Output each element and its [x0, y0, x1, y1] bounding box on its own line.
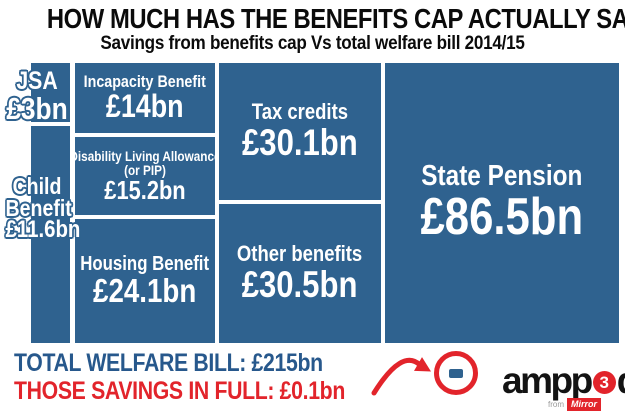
child-label-line1: Child — [12, 173, 62, 199]
box-label: Housing Benefit — [80, 252, 210, 275]
page-title: HOW MUCH HAS THE BENEFITS CAP ACTUALLY S… — [46, 3, 625, 34]
logo-subline: from Mirror — [548, 398, 602, 411]
tiny-savings-circle-icon — [434, 351, 478, 395]
logo-text-d: d — [617, 362, 625, 399]
mirror-brand-badge: Mirror — [567, 398, 602, 411]
logo-3-circle-icon: 3 — [592, 371, 616, 394]
treemap-box-state-pension: State Pension £86.5bn — [385, 63, 619, 343]
treemap-box-jsa — [31, 63, 70, 122]
box-value: £86.5bn — [420, 188, 584, 247]
jsa-value: £3bn — [6, 90, 68, 126]
child-label-line2: Benefit — [5, 194, 72, 221]
child-benefit-outside-label: Child Benefit £11.6bn — [5, 173, 81, 244]
treemap-box-incapacity-benefit: Incapacity Benefit £14bn — [75, 63, 215, 133]
tiny-savings-block — [449, 368, 463, 378]
box-value: £30.1bn — [242, 121, 358, 163]
treemap-box-housing-benefit: Housing Benefit £24.1bn — [75, 219, 215, 343]
treemap-box-disability-living-allowance: Disability Living Allowance (or PIP) £15… — [69, 137, 221, 215]
logo-text-ampp: ampp — [502, 360, 593, 401]
box-label: Incapacity Benefit — [83, 72, 207, 92]
total-welfare-bill-text: TOTAL WELFARE BILL: £215bn — [14, 349, 323, 377]
child-value: £11.6bn — [5, 216, 81, 244]
box-label: State Pension — [421, 159, 583, 192]
treemap-box-child-benefit — [31, 126, 70, 343]
box-label: Tax credits — [251, 99, 349, 125]
box-label-line2: (or PIP) — [124, 161, 166, 178]
box-value: £24.1bn — [93, 272, 197, 310]
box-value: £30.5bn — [242, 263, 358, 305]
box-value: £14bn — [106, 88, 184, 125]
logo-from-text: from — [548, 400, 564, 409]
box-value: £15.2bn — [104, 174, 186, 205]
page-subtitle: Savings from benefits cap Vs total welfa… — [100, 33, 525, 54]
box-label: Other benefits — [237, 241, 363, 267]
box-label: Disability Living Allowance — [69, 147, 221, 164]
ampp3d-logo: ampp 3 d — [502, 362, 625, 399]
savings-in-full-text: THOSE SAVINGS IN FULL: £0.1bn — [14, 377, 345, 405]
arrow-icon — [371, 357, 431, 396]
treemap-box-other-benefits: Other benefits £30.5bn — [219, 204, 381, 343]
jsa-outside-label: JSA £3bn — [6, 67, 69, 126]
treemap-box-tax-credits: Tax credits £30.1bn — [219, 63, 381, 200]
jsa-label: JSA — [16, 67, 58, 95]
